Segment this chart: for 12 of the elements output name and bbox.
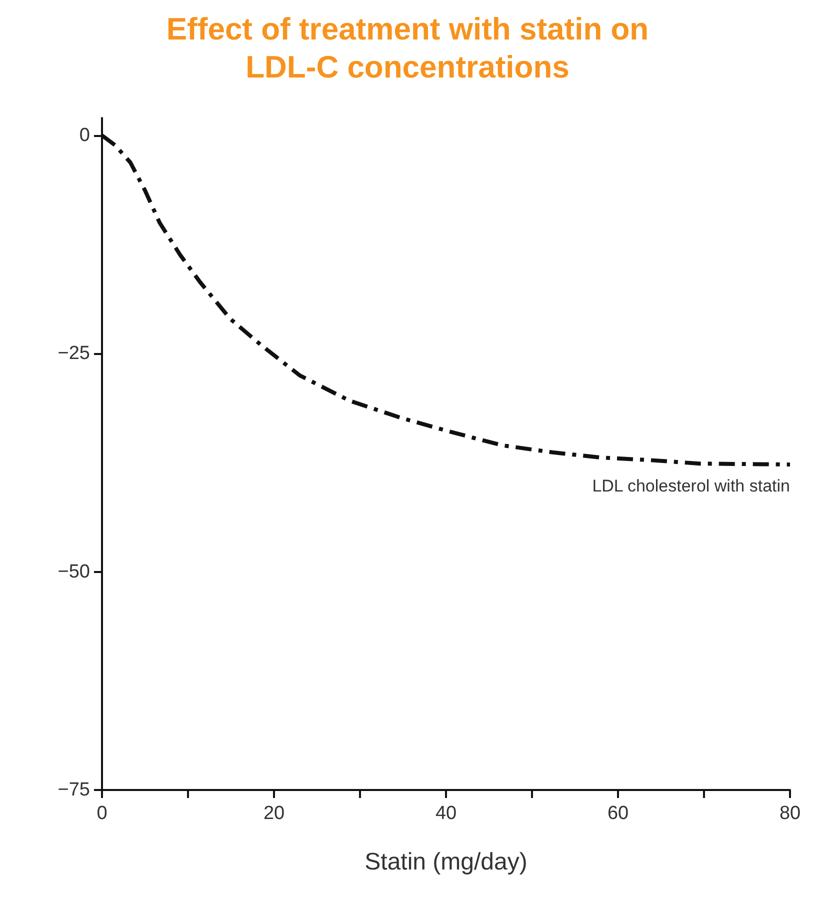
x-tick-label: 40 [435, 803, 457, 824]
y-tick-label: −25 [58, 343, 90, 364]
chart-title: Effect of treatment with statin on LDL-C concentrations [166, 12, 649, 84]
y-tick-label: −75 [58, 780, 90, 800]
x-axis-title: Statin (mg/day) [364, 848, 528, 876]
y-tick-label: −50 [58, 561, 90, 582]
series-label: LDL cholesterol with statin [592, 476, 790, 496]
y-tick-label: 0 [79, 124, 90, 146]
x-tick-label: 0 [96, 803, 108, 824]
x-tick-label: 20 [263, 803, 285, 824]
x-tick-label: 60 [607, 803, 629, 824]
x-tick-label: 80 [779, 803, 801, 824]
